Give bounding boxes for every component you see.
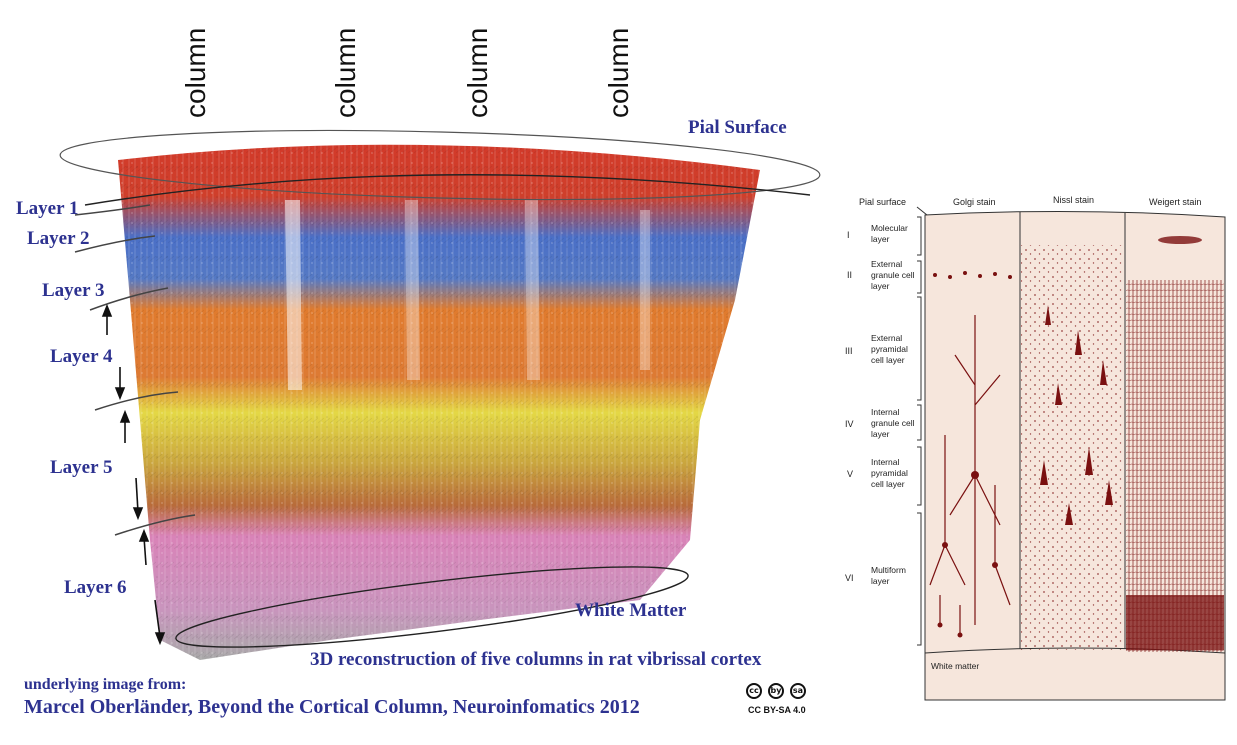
figure-caption: 3D reconstruction of five columns in rat… <box>310 649 762 670</box>
cortex-reconstruction-image <box>59 129 821 660</box>
layer-4-label: Layer 4 <box>50 346 113 367</box>
layer-name: Internal granule cell layer <box>871 407 915 439</box>
pial-surface-label: Pial Surface <box>688 117 787 138</box>
column-label: column <box>180 27 211 118</box>
golgi-stain-header: Golgi stain <box>953 197 996 207</box>
layer-numeral: VI <box>845 573 854 583</box>
source-intro: underlying image from: <box>24 676 187 693</box>
layer-name: Internal pyramidal cell layer <box>871 457 908 489</box>
layer-numeral: V <box>847 469 854 479</box>
column-label: column <box>603 27 634 118</box>
layer-name: External granule cell layer <box>871 259 915 291</box>
layer-6-label: Layer 6 <box>64 577 127 598</box>
layer-name: Multiform layer <box>871 565 906 586</box>
white-matter-label: White Matter <box>575 600 687 621</box>
layer-2-label: Layer 2 <box>27 228 90 249</box>
nissl-stain-header: Nissl stain <box>1053 195 1095 205</box>
layer-name: External pyramidal cell layer <box>871 333 908 365</box>
weigert-stain-header: Weigert stain <box>1149 197 1202 207</box>
license-text: CC BY-SA 4.0 <box>748 705 806 715</box>
by-icon: by <box>768 683 784 699</box>
layer-numeral: IV <box>845 419 854 429</box>
stain-panels-image <box>916 206 1226 701</box>
cc-icon: cc <box>746 683 762 699</box>
layer-3-label: Layer 3 <box>42 280 105 301</box>
pial-surface-small-label: Pial surface <box>859 197 907 207</box>
stain-comparison-figure: Pial surface Golgi stain Nissl stain Wei… <box>835 185 1235 705</box>
sa-icon: sa <box>790 683 806 699</box>
layer-5-label: Layer 5 <box>50 457 113 478</box>
column-label: column <box>462 27 493 118</box>
layer-numeral: I <box>847 230 850 240</box>
white-matter-small-label: White matter <box>931 661 980 671</box>
source-citation: Marcel Oberländer, Beyond the Cortical C… <box>24 696 640 718</box>
column-label: column <box>330 27 361 118</box>
layer-name: Molecular layer <box>871 223 908 244</box>
layer-numeral: III <box>845 346 853 356</box>
layer-1-label: Layer 1 <box>16 198 79 219</box>
layer-numeral: II <box>847 270 853 280</box>
license-badge: cc by sa CC BY-SA 4.0 <box>746 683 816 723</box>
cortex-reconstruction-figure: column column column column Pial Surface… <box>16 27 821 723</box>
